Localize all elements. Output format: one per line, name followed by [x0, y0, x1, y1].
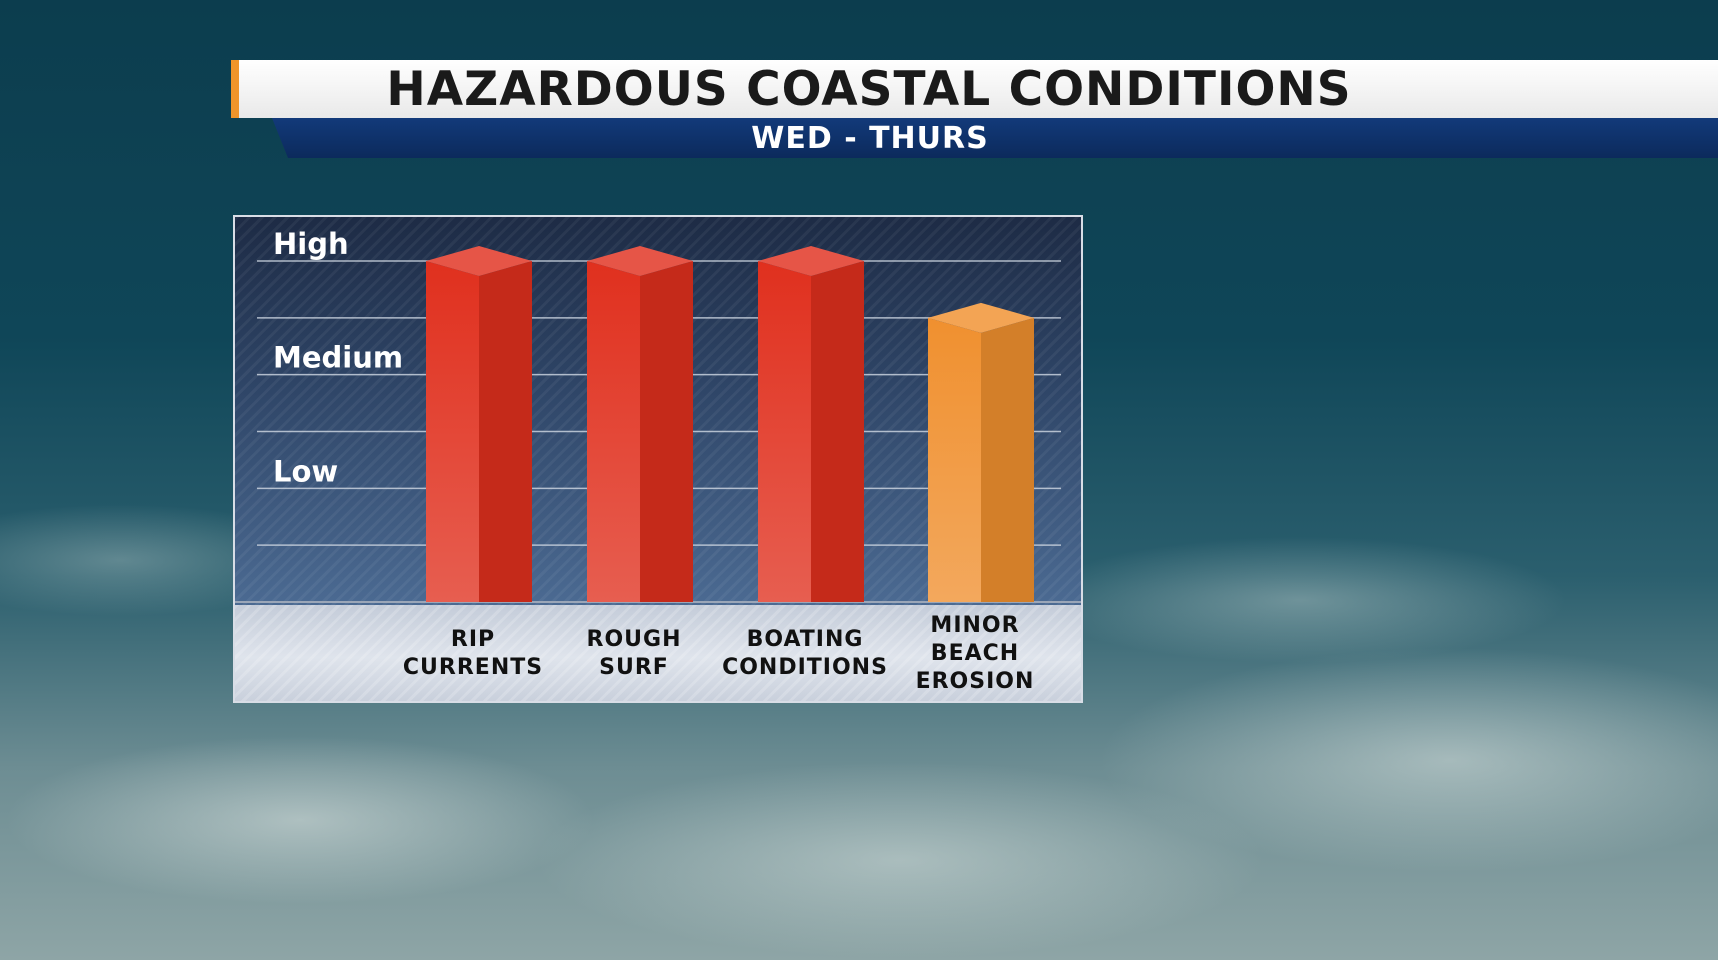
- y-level-label: Medium: [273, 341, 403, 375]
- category-label: CURRENTS: [403, 655, 543, 680]
- category-label: MINOR: [930, 613, 1019, 638]
- bar-right-face: [479, 261, 532, 602]
- category-label: BEACH: [931, 641, 1019, 666]
- category-label: EROSION: [916, 669, 1035, 694]
- category-label: RIP: [451, 627, 495, 652]
- title-accent-stripe: [231, 60, 239, 118]
- bar-top: [426, 246, 532, 276]
- bar: [928, 302, 1034, 602]
- bar-left-face: [758, 261, 811, 602]
- bar-left-face: [426, 261, 479, 602]
- bar-top: [587, 246, 693, 276]
- bar: [758, 246, 864, 602]
- category-label: BOATING: [747, 627, 864, 652]
- bar-right-face: [981, 317, 1034, 602]
- category-label-strip: [235, 605, 1081, 701]
- title-banner: [231, 60, 1718, 118]
- chart-subtitle: WED - THURS: [751, 121, 989, 156]
- bar-left-face: [587, 261, 640, 602]
- bar-right-face: [811, 261, 864, 602]
- subtitle-banner: [272, 118, 1718, 158]
- category-label: SURF: [599, 655, 669, 680]
- bar-top: [758, 246, 864, 276]
- category-label: ROUGH: [587, 627, 682, 652]
- category-label: CONDITIONS: [722, 655, 888, 680]
- bar-right-face: [640, 261, 693, 602]
- bar-left-face: [928, 317, 981, 602]
- bar: [587, 246, 693, 602]
- bar: [426, 246, 532, 602]
- y-level-label: Low: [273, 454, 338, 488]
- chart-title: HAZARDOUS COASTAL CONDITIONS: [386, 62, 1352, 117]
- bar-top: [928, 302, 1034, 333]
- y-level-label: High: [273, 227, 349, 261]
